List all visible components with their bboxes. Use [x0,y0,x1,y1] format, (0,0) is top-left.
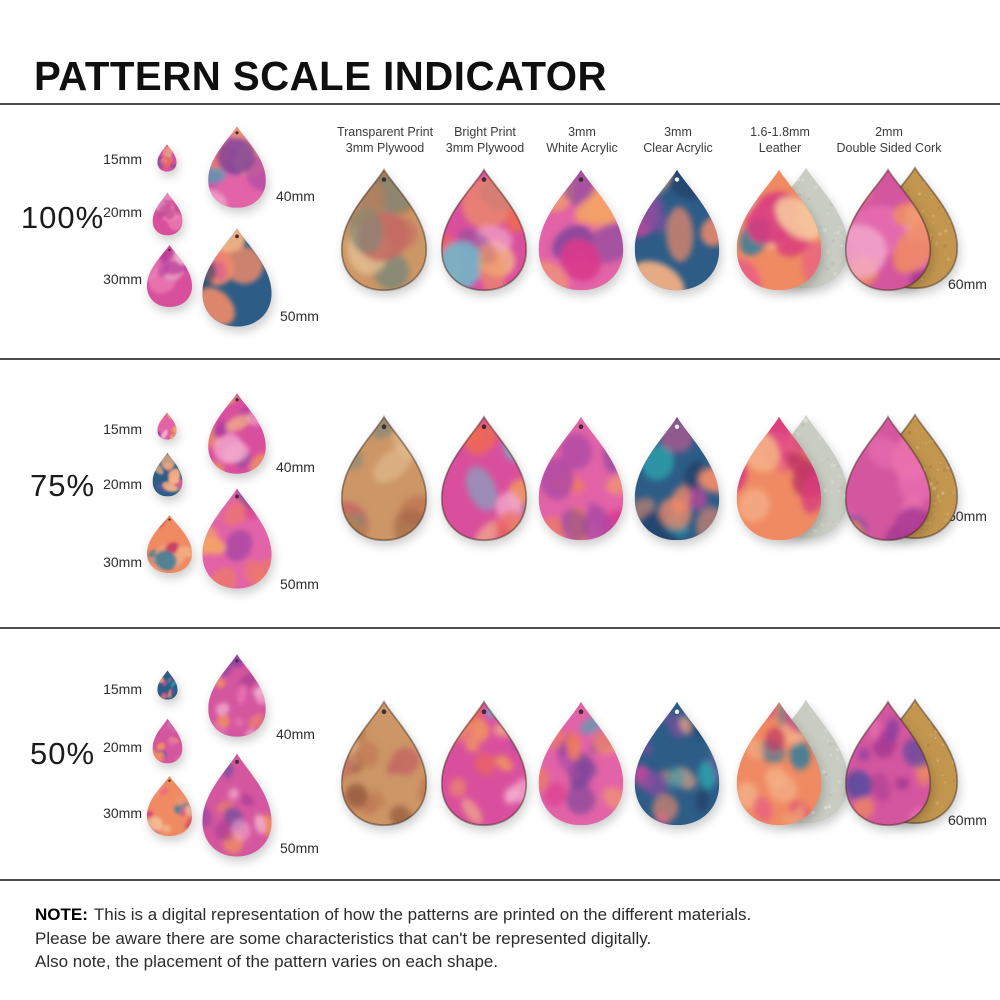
column-header-line: 1.6-1.8mm [750,125,810,139]
teardrop-bright-plywood-75 [440,415,528,542]
column-header-line: 3mm [664,125,692,139]
column-header-line: 3mm Plywood [345,141,425,155]
size-label-20mm: 20mm [103,204,142,220]
size-label-40mm: 40mm [276,726,315,742]
column-header-bright-plywood: Bright Print 3mm Plywood [419,124,551,156]
column-header-line: Transparent Print [336,125,434,139]
footer-note: NOTE: This is a digital representation of… [35,903,975,974]
teardrop-sample-50mm-75 [201,487,273,590]
size-label-60mm: 60mm [948,276,987,292]
size-label-30mm: 30mm [103,554,142,570]
size-label-20mm: 20mm [103,739,142,755]
teardrop-sample-15mm-100 [157,144,177,172]
teardrop-clear-acrylic-50 [633,700,721,827]
note-line-2: Please be aware there are some character… [35,928,652,948]
teardrop-sample-15mm-75 [157,412,177,440]
scale-percentage-label-100: 100% [20,200,105,235]
teardrop-sample-20mm-100 [152,192,183,236]
teardrop-sample-50mm-50 [201,752,273,858]
size-label-30mm: 30mm [103,805,142,821]
size-label-50mm: 50mm [280,308,319,324]
size-label-15mm: 15mm [103,151,142,167]
teardrop-bright-plywood-100 [440,168,528,292]
teardrop-white-acrylic-50 [537,700,625,827]
teardrop-sample-40mm-75 [207,392,267,475]
column-header-line: White Acrylic [546,141,618,155]
column-header-clear-acrylic: 3mm Clear Acrylic [612,124,744,156]
teardrop-sample-30mm-100 [146,244,193,308]
scale-percentage-label-75: 75% [29,468,96,503]
teardrop-sample-20mm-50 [152,718,183,764]
scale-percentage-label-50: 50% [29,736,96,771]
note-label: NOTE: [35,905,88,924]
column-header-cork: 2mm Double Sided Cork [823,124,955,156]
column-header-transparent-plywood: Transparent Print 3mm Plywood [319,124,451,156]
column-header-line: 3mm Plywood [445,141,525,155]
teardrop-sample-30mm-50 [146,775,193,837]
teardrop-cork-front-75 [844,415,932,542]
column-header-line: Bright Print [454,125,516,139]
note-text: This is a digital representation of how … [93,905,752,924]
column-header-line: Leather [758,141,802,155]
note-line-3: Also note, the placement of the pattern … [35,952,499,972]
teardrop-transparent-plywood-50 [340,700,428,827]
note-line-1: NOTE: This is a digital representation of… [35,903,975,927]
column-header-line: Clear Acrylic [643,141,713,155]
teardrop-cork-front-50 [844,700,932,827]
teardrop-clear-acrylic-100 [633,168,721,292]
teardrop-cork-front-100 [844,168,932,292]
size-label-30mm: 30mm [103,271,142,287]
teardrop-transparent-plywood-75 [340,415,428,542]
section-divider [0,879,1000,881]
teardrop-white-acrylic-75 [537,415,625,542]
size-label-60mm: 60mm [948,812,987,828]
size-label-50mm: 50mm [280,840,319,856]
teardrop-transparent-plywood-100 [340,168,428,292]
column-header-leather: 1.6-1.8mm Leather [714,124,846,156]
teardrop-clear-acrylic-75 [633,415,721,542]
size-label-40mm: 40mm [276,188,315,204]
column-header-line: 3mm [568,125,596,139]
size-label-15mm: 15mm [103,681,142,697]
section-divider [0,358,1000,360]
teardrop-sample-20mm-75 [152,452,183,497]
teardrop-sample-30mm-75 [146,514,193,574]
teardrop-leather-front-75 [735,415,823,542]
teardrop-bright-plywood-50 [440,700,528,827]
teardrop-white-acrylic-100 [537,168,625,292]
column-header-line: 2mm [875,125,903,139]
teardrop-leather-front-100 [735,168,823,292]
teardrop-leather-front-50 [735,700,823,827]
column-header-line: Double Sided Cork [836,141,942,155]
size-label-50mm: 50mm [280,576,319,592]
size-label-60mm: 60mm [948,508,987,524]
column-header-white-acrylic: 3mm White Acrylic [516,124,648,156]
teardrop-sample-40mm-50 [207,653,267,738]
size-label-40mm: 40mm [276,459,315,475]
teardrop-sample-50mm-100 [201,227,273,328]
teardrop-sample-40mm-100 [207,125,267,209]
page-title: PATTERN SCALE INDICATOR [34,53,608,100]
size-label-15mm: 15mm [103,421,142,437]
size-label-20mm: 20mm [103,476,142,492]
teardrop-sample-15mm-50 [157,670,178,700]
section-divider [0,627,1000,629]
section-divider [0,103,1000,105]
